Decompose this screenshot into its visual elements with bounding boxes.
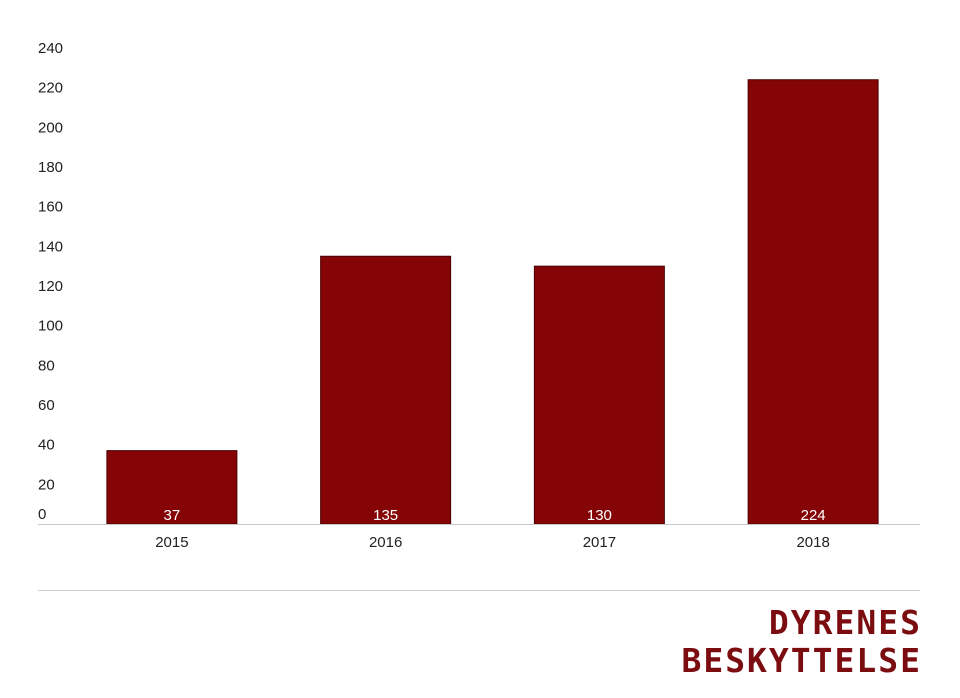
y-tick-label: 160 (38, 199, 63, 216)
y-tick-label: 20 (38, 476, 55, 493)
brand-logo-line1: DYRENES (768, 603, 922, 642)
bar-value-label: 37 (164, 507, 181, 524)
bar-2018 (747, 79, 879, 525)
bar-2017 (533, 265, 665, 525)
y-tick-label: 240 (38, 40, 63, 57)
y-tick-label: 60 (38, 397, 55, 414)
bar-value-label: 135 (373, 507, 398, 524)
y-tick-label: 40 (38, 437, 55, 454)
y-tick-label: 180 (38, 159, 63, 176)
y-tick-label: 80 (38, 357, 55, 374)
y-tick-label: 0 (38, 506, 46, 523)
bar-value-label: 224 (801, 507, 826, 524)
brand-logo: DYRENES BESKYTTELSE (681, 604, 922, 680)
y-axis: 0 20 40 60 80 100 120 140 160 180 200 220 240 (38, 40, 63, 523)
y-tick-label: 140 (38, 238, 63, 255)
footer-divider (38, 590, 920, 591)
x-tick-label: 2015 (155, 534, 188, 551)
bar-2016 (320, 255, 452, 525)
y-tick-label: 220 (38, 80, 63, 97)
x-tick-label: 2016 (369, 534, 402, 551)
x-tick-label: 2018 (796, 534, 829, 551)
bar-2015 (106, 450, 238, 525)
brand-logo-line2: BESKYTTELSE (681, 641, 922, 680)
bars: 37 135 130 224 (106, 79, 879, 525)
x-tick-label: 2017 (583, 534, 616, 551)
x-axis: 2015 2016 2017 2018 (38, 524, 920, 551)
bar-value-label: 130 (587, 507, 612, 524)
y-tick-label: 120 (38, 278, 63, 295)
y-tick-label: 100 (38, 318, 63, 335)
y-tick-label: 200 (38, 119, 63, 136)
